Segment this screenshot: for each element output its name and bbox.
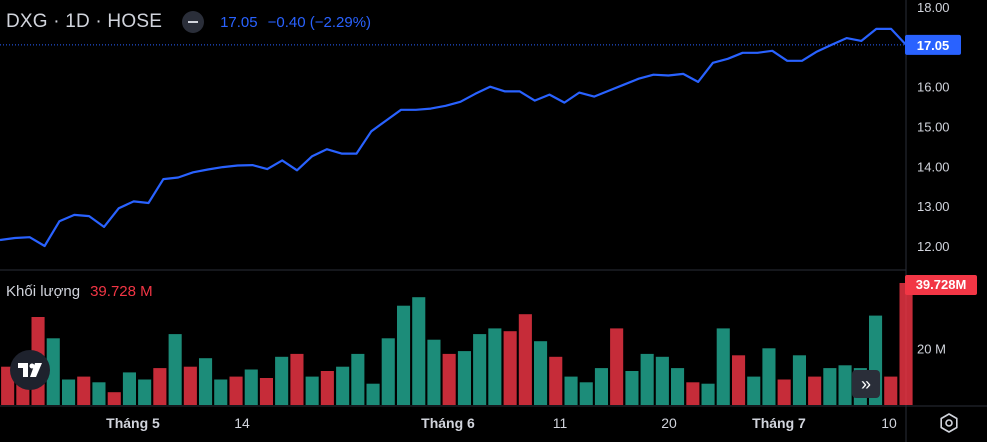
volume-bar (259, 378, 273, 405)
volume-bar (275, 356, 289, 405)
price-series-line (0, 27, 907, 248)
volume-bar (777, 379, 791, 405)
volume-bar (412, 297, 426, 405)
time-tick-label: Tháng 7 (752, 415, 806, 431)
volume-bar (336, 366, 350, 405)
volume-bar (397, 305, 411, 405)
volume-bar (792, 355, 806, 405)
volume-bar (518, 314, 532, 405)
time-tick-label: Tháng 5 (106, 415, 160, 431)
volume-bar (503, 331, 517, 405)
time-tick-label: Tháng 6 (421, 415, 475, 431)
double-chevron-right-icon: » (860, 373, 871, 394)
volume-bar (199, 358, 213, 405)
minus-icon (188, 21, 199, 23)
volume-bar (62, 379, 76, 405)
scroll-to-realtime-button[interactable]: » (852, 370, 880, 398)
hide-series-button[interactable] (182, 11, 205, 33)
volume-bar (77, 376, 91, 405)
volume-bar (808, 376, 822, 405)
volume-bar (457, 351, 471, 405)
volume-bar (823, 368, 837, 405)
price-tick-label: 14.00 (917, 159, 950, 174)
volume-bar (229, 376, 243, 405)
volume-bar (747, 376, 761, 405)
volume-bar (640, 353, 654, 405)
volume-bar (549, 356, 563, 405)
volume-legend: Khối lượng 39.728 M (6, 283, 153, 300)
volume-bar (671, 368, 685, 405)
volume-bar (899, 283, 913, 405)
volume-bar (655, 356, 669, 405)
settings-icon[interactable] (938, 412, 960, 434)
time-tick-label: 14 (234, 415, 250, 431)
volume-bar (168, 334, 182, 405)
time-tick-label: 20 (661, 415, 677, 431)
volume-bar (716, 328, 730, 405)
volume-value: 39.728 M (90, 283, 153, 300)
volume-badge-text: 39.728M (916, 277, 967, 292)
volume-bar (183, 366, 197, 405)
volume-bar (366, 383, 380, 405)
volume-bar (46, 338, 60, 405)
volume-label[interactable]: Khối lượng (6, 283, 81, 300)
volume-bar (320, 371, 334, 405)
price-tick-label: 18.00 (917, 0, 950, 15)
price-tick-label: 13.00 (917, 199, 950, 214)
volume-bar (473, 334, 487, 405)
volume-bar (686, 382, 700, 405)
volume-bar (305, 376, 319, 405)
symbol-title[interactable]: DXG · 1D · HOSE (6, 11, 163, 32)
volume-tick-label: 20 M (917, 341, 946, 356)
volume-bar (838, 365, 852, 405)
last-price-badge-text: 17.05 (917, 38, 950, 53)
volume-bar (107, 392, 121, 405)
time-tick-label: 10 (881, 415, 897, 431)
volume-badge: 39.728M (905, 275, 977, 295)
last-price-badge: 17.05 (905, 34, 961, 55)
volume-bar (244, 369, 258, 405)
time-axis: Tháng 5 14 Tháng 6 11 20 Tháng 7 10 (106, 415, 897, 431)
price-line-group (0, 27, 907, 248)
volume-bar (564, 376, 578, 405)
volume-bar (122, 372, 136, 405)
price-tick-label: 16.00 (917, 80, 950, 95)
symbol-legend: DXG · 1D · HOSE 17.05 −0.40 (−2.29%) (6, 10, 371, 34)
volume-bar (625, 371, 639, 405)
volume-bar (138, 379, 152, 405)
volume-bar (534, 341, 548, 405)
price-change: −0.40 (−2.29%) (267, 13, 372, 31)
time-tick-label: 11 (553, 415, 568, 431)
volume-axis: 20 M (917, 341, 946, 356)
volume-bar (488, 328, 502, 405)
volume-bar (579, 382, 593, 405)
volume-bar (610, 328, 624, 405)
volume-bar (351, 353, 365, 405)
price-tick-label: 15.00 (917, 120, 950, 135)
volume-bar (92, 382, 106, 405)
volume-bar (762, 348, 776, 405)
tradingview-logo-icon[interactable] (10, 350, 50, 390)
volume-bar (884, 376, 898, 405)
volume-bar (442, 353, 456, 405)
volume-bar (594, 368, 608, 405)
volume-bar (214, 379, 228, 405)
volume-bar (701, 383, 715, 405)
volume-bar (732, 355, 746, 405)
volume-bar (427, 339, 441, 405)
last-price: 17.05 (220, 13, 258, 31)
volume-bar (290, 353, 304, 405)
volume-bar (381, 338, 395, 405)
price-tick-label: 12.00 (917, 239, 950, 254)
volume-bars (1, 283, 913, 405)
volume-bar (153, 368, 167, 405)
